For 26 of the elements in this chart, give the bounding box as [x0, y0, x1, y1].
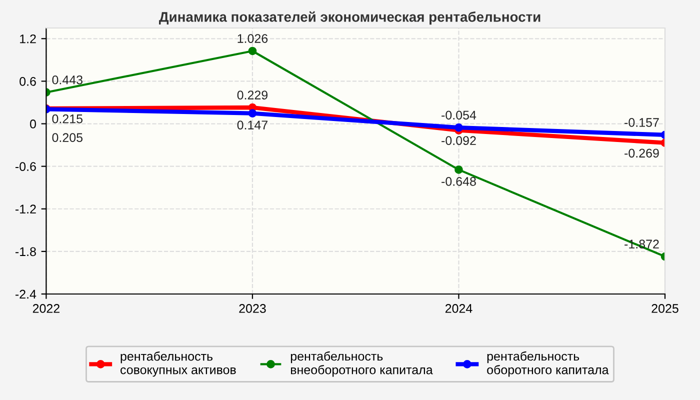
data-label: 1.026 — [238, 34, 268, 43]
legend-label: рентабельность внеоборотного капитала — [290, 351, 433, 377]
data-label: 0.147 — [237, 120, 268, 130]
data-label: 0.205 — [52, 133, 83, 142]
x-tick-label: 2022 — [32, 304, 60, 313]
y-tick-label: -1.8 — [15, 247, 36, 256]
y-tick-label: 0 — [30, 120, 36, 128]
legend-label: рентабельность оборотного капитала — [487, 351, 609, 377]
data-label: -0.648 — [442, 177, 476, 186]
legend-label: рентабельность совокупных активов — [120, 351, 236, 377]
data-label: 0.443 — [52, 75, 82, 84]
data-label: 0.215 — [52, 114, 83, 124]
data-label: 0.229 — [237, 90, 268, 100]
y-tick-label: -0.6 — [15, 162, 36, 171]
y-tick-label: 1.2 — [20, 34, 36, 44]
x-tick-label: 2025 — [652, 304, 678, 313]
y-tick-label: -1.2 — [15, 204, 36, 214]
x-tick-label: 2023 — [239, 304, 266, 313]
data-label: -0.054 — [442, 110, 476, 120]
data-label: -0.092 — [442, 136, 476, 146]
data-label: -0.269 — [624, 148, 659, 158]
chart-title: Динамика показателей экономическая рентабельности — [159, 11, 540, 25]
y-tick-label: -2.4 — [15, 290, 36, 299]
y-tick-label: 0.6 — [20, 77, 36, 86]
x-tick-label: 2024 — [445, 304, 472, 313]
data-label: -0.157 — [624, 118, 659, 127]
